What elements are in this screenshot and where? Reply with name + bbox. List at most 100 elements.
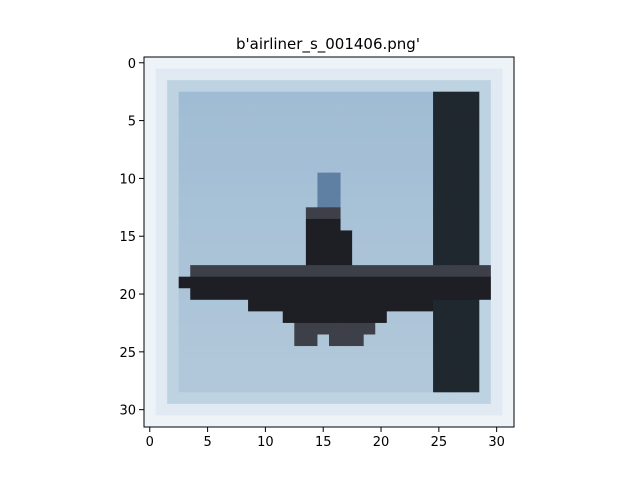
image-pixel [398,149,411,162]
image-pixel [144,80,156,93]
image-pixel [386,369,399,382]
image-pixel [201,91,214,104]
image-pixel [248,195,261,208]
image-pixel [167,137,180,150]
image-pixel [340,403,353,416]
image-pixel [178,68,191,81]
image-pixel [271,207,284,220]
image-pixel [190,195,203,208]
image-pixel [352,218,365,231]
image-pixel [317,149,330,162]
image-pixel [282,80,295,93]
image-pixel [502,230,515,243]
image-pixel [317,415,330,428]
image-pixel [213,149,226,162]
image-pixel [409,415,422,428]
image-pixel [467,230,480,243]
image-pixel [502,288,515,301]
image-pixel [444,172,457,185]
image-pixel [201,311,214,324]
image-pixel [490,68,503,81]
image-pixel [224,103,237,116]
image-pixel [236,103,249,116]
image-pixel [271,126,284,139]
image-pixel [375,137,388,150]
image-pixel [444,403,457,416]
image-pixel [456,103,469,116]
image-pixel [386,161,399,174]
image-pixel [329,91,341,104]
image-pixel [421,299,434,312]
image-pixel [375,195,388,208]
image-pixel [259,137,272,150]
image-pixel [329,311,341,324]
image-pixel [502,137,515,150]
image-pixel [248,346,261,359]
image-pixel [329,114,341,127]
image-pixel [248,126,261,139]
image-pixel [155,149,168,162]
image-pixel [444,392,457,405]
image-pixel [271,172,284,185]
image-pixel [259,57,272,69]
image-pixel [155,322,168,335]
image-pixel [213,137,226,150]
image-pixel [167,80,180,93]
image-pixel [363,126,376,139]
image-pixel [363,322,376,335]
image-pixel [167,334,180,347]
image-pixel [433,57,446,69]
image-pixel [456,334,469,347]
image-pixel [167,230,180,243]
image-pixel [178,172,191,185]
image-pixel [490,253,503,266]
image-pixel [317,195,330,208]
image-pixel [467,357,480,370]
image-pixel [479,242,492,254]
image-pixel [144,322,156,335]
image-pixel [467,322,480,335]
image-pixel [305,137,318,150]
image-pixel [305,68,318,81]
image-pixel [375,103,388,116]
image-pixel [444,149,457,162]
x-tick-label: 15 [315,435,332,450]
image-pixel [456,403,469,416]
image-pixel [224,207,237,220]
image-pixel [329,403,341,416]
image-pixel [375,380,388,393]
image-pixel [456,253,469,266]
image-pixel [409,149,422,162]
image-pixel [317,242,330,254]
image-pixel [155,253,168,266]
image-pixel [467,103,480,116]
image-pixel [305,80,318,93]
image-pixel [178,230,191,243]
image-pixel [502,207,515,220]
image-pixel [201,149,214,162]
image-pixel [479,392,492,405]
image-pixel [363,57,376,69]
image-pixel [305,357,318,370]
image-pixel [456,276,469,289]
image-pixel [213,415,226,428]
image-pixel [398,195,411,208]
image-pixel [259,415,272,428]
image-pixel [398,57,411,69]
image-pixel [375,80,388,93]
image-pixel [190,415,203,428]
image-pixel [375,334,388,347]
image-pixel [479,172,492,185]
image-pixel [502,126,515,139]
image-pixel [305,218,318,231]
image-pixel [375,207,388,220]
image-pixel [398,276,411,289]
image-pixel [398,357,411,370]
image-pixel [282,218,295,231]
image-pixel [375,57,388,69]
image-pixel [363,161,376,174]
image-pixel [490,218,503,231]
image-pixel [398,346,411,359]
image-pixel [248,322,261,335]
image-pixel [167,207,180,220]
